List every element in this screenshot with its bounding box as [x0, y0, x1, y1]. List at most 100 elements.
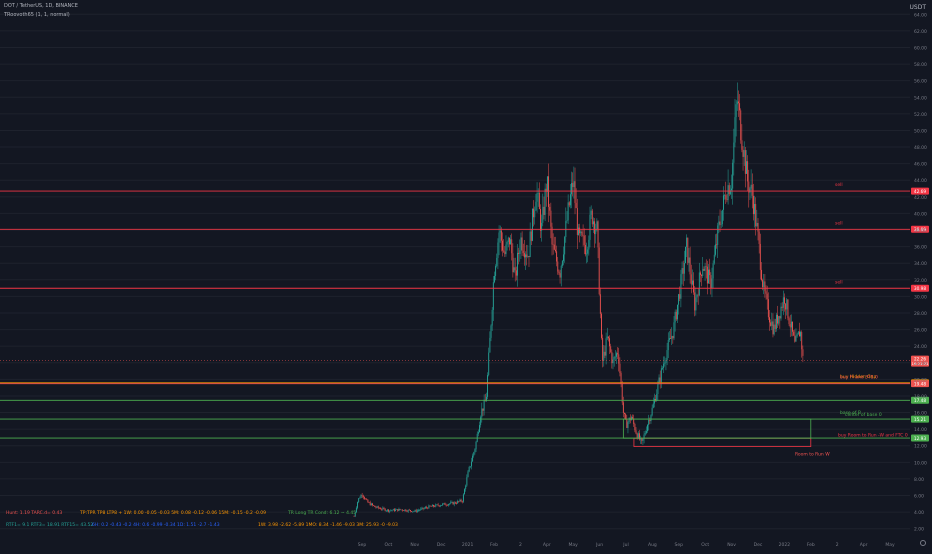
candle-body: [550, 210, 552, 227]
gear-icon[interactable]: [920, 540, 926, 546]
candle-body: [424, 507, 426, 509]
candle-body: [477, 432, 479, 434]
candle-body: [531, 208, 533, 241]
candle-body: [460, 499, 462, 502]
candle-body: [382, 507, 384, 510]
candle-body: [618, 354, 620, 364]
current-price-text: 22.26: [914, 356, 926, 361]
candle-body: [727, 185, 729, 200]
candle-body: [756, 222, 758, 227]
y-tick-label: 62.00: [914, 29, 927, 35]
candle-body: [735, 104, 737, 118]
candle-body: [456, 503, 457, 504]
candle-body: [449, 503, 451, 505]
candle-body: [468, 466, 470, 472]
candle-body: [494, 275, 495, 283]
candle-body: [685, 246, 686, 263]
candle-body: [552, 244, 554, 246]
candle-body: [758, 231, 760, 244]
candle-body: [749, 188, 751, 193]
candle-body: [642, 438, 644, 441]
x-tick-label: Apr: [860, 542, 868, 548]
candle-body: [399, 508, 401, 510]
candle-body: [465, 485, 467, 490]
y-tick-label: 10.00: [914, 460, 927, 466]
candle-body: [792, 321, 793, 332]
candle-body: [567, 202, 569, 221]
candle-body: [502, 240, 503, 251]
level-price-tag: [911, 415, 929, 423]
candle-body: [713, 254, 715, 264]
candle-body: [381, 509, 383, 510]
candle-body: [620, 373, 622, 385]
candle-body: [515, 270, 517, 276]
candle-body: [598, 247, 600, 295]
candle-body: [495, 266, 497, 276]
candle-body: [710, 275, 712, 289]
candle-body: [438, 505, 440, 507]
countdown-text: 16:21:21: [911, 361, 929, 366]
candle-body: [384, 508, 386, 511]
candle-body: [361, 495, 363, 496]
candle-body: [705, 266, 707, 267]
symbol-title: DOT / TetherUS, 1D, BINANCE: [4, 3, 78, 9]
candle-body: [785, 303, 787, 310]
candle-body: [395, 509, 396, 511]
candle-body: [568, 202, 570, 206]
candle-body: [491, 309, 493, 326]
candle-body: [362, 495, 364, 498]
candle-body: [548, 176, 550, 207]
candle-body: [483, 399, 485, 411]
candle-body: [687, 237, 689, 263]
candle-body: [640, 437, 642, 440]
candle-body: [775, 314, 777, 329]
candle-body: [355, 507, 357, 513]
candle-body: [359, 497, 361, 499]
candle-body: [671, 335, 673, 339]
candle-body: [766, 293, 768, 300]
level-label: buy Hidden Gap: [840, 374, 876, 380]
x-tick-label: Aug: [648, 542, 657, 548]
candle-body: [385, 510, 387, 512]
zone-label: buy Room to Run -W and FTC 0: [838, 432, 908, 438]
y-tick-label: 44.00: [914, 178, 927, 184]
candle-body: [370, 503, 372, 506]
candle-body: [595, 229, 597, 235]
candle-body: [517, 252, 518, 276]
x-tick-label: Oct: [385, 542, 393, 548]
y-tick-label: 42.00: [914, 195, 927, 201]
currency-label[interactable]: USDT: [909, 4, 927, 11]
candle-body: [693, 280, 695, 293]
x-tick-label: Dec: [754, 542, 763, 548]
candle-body: [741, 140, 743, 150]
y-tick-label: 32.00: [914, 278, 927, 284]
candle-body: [579, 227, 581, 234]
candle-body: [774, 324, 776, 329]
x-tick-label: 2: [836, 542, 839, 548]
candle-body: [466, 477, 468, 486]
candle-body: [504, 251, 506, 255]
candle-body: [624, 412, 625, 415]
price-axis[interactable]: 2.00 4.00 6.00 8.00 10.00 12.00 14.00 16.00 18.0…: [914, 12, 927, 532]
candle-body: [784, 297, 785, 304]
candle-body: [498, 232, 500, 243]
candle-body: [556, 251, 558, 262]
candle-body: [694, 292, 696, 311]
candle-body: [706, 266, 708, 284]
candle-body: [603, 351, 605, 361]
level-price-tag: [911, 434, 929, 442]
candle-body: [750, 184, 752, 189]
candle-body: [563, 254, 564, 261]
candle-body: [676, 304, 678, 320]
candle-body: [403, 510, 405, 512]
level-label: sell: [835, 220, 843, 226]
candle-body: [779, 316, 781, 319]
time-axis[interactable]: Sep Oct Nov Dec 2021 Feb 2 Apr May Jun Jul Aug Sep Oc…: [358, 542, 895, 548]
candle-body: [592, 221, 594, 225]
candle-body: [527, 256, 529, 258]
candle-body: [489, 337, 491, 353]
candle-body: [566, 220, 568, 222]
candle-body: [521, 237, 523, 251]
